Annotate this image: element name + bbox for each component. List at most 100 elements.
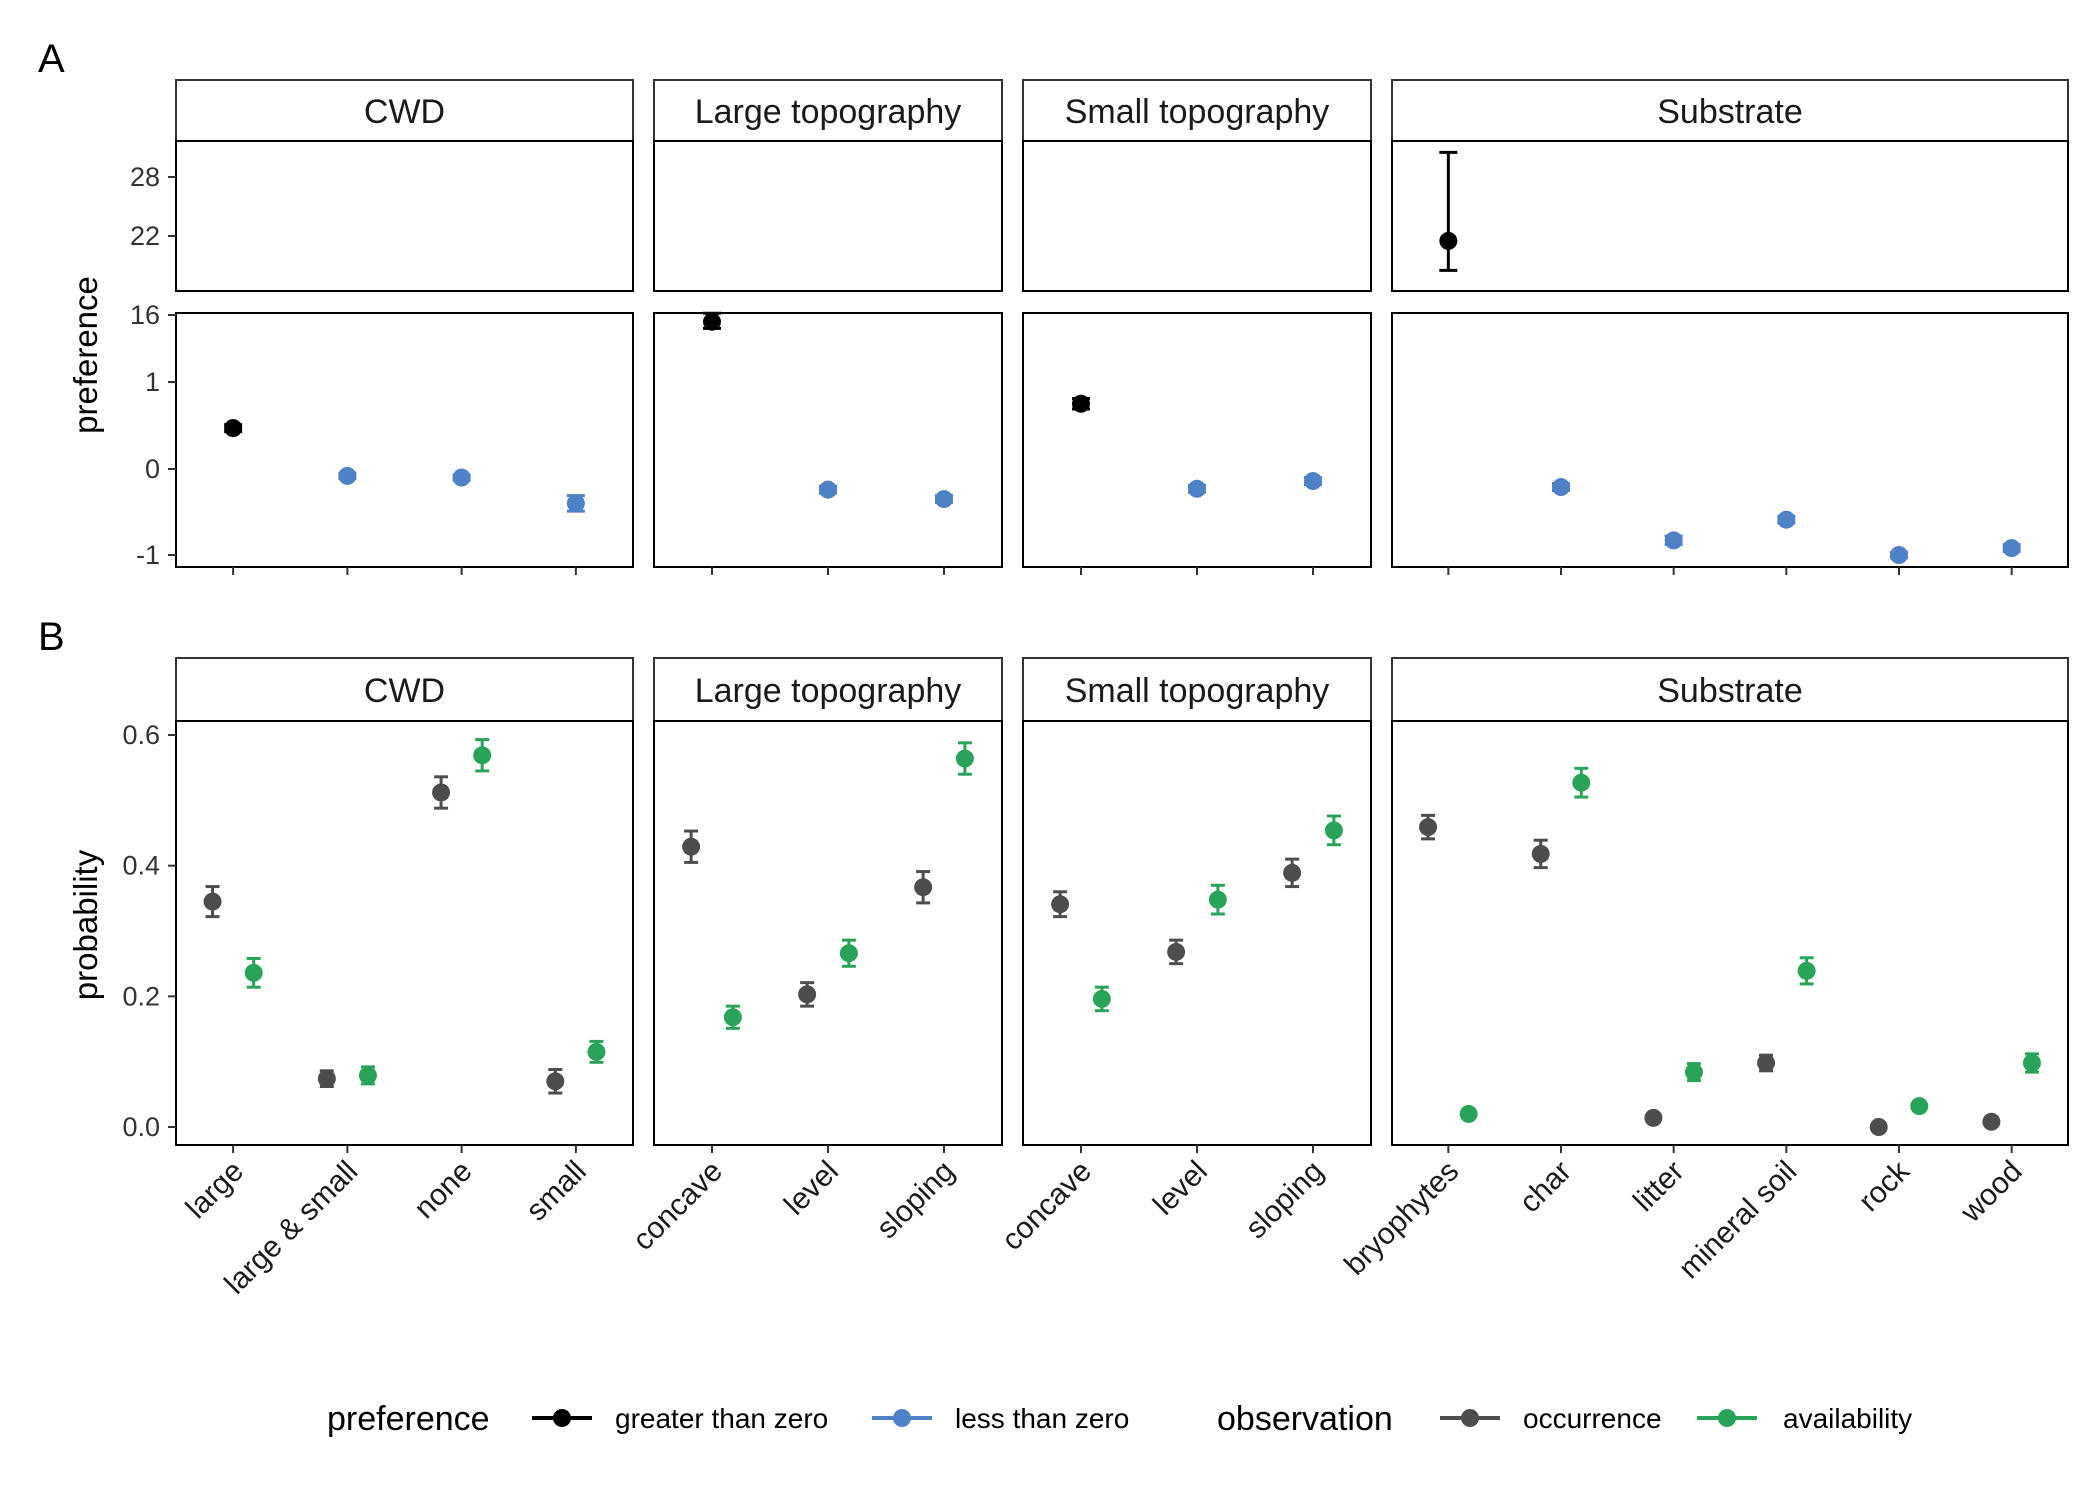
availability-point-substrate-char [1572, 766, 1591, 799]
point-marker [1051, 895, 1070, 914]
y-tick-label: 0.0 [122, 1112, 160, 1142]
panel-label-a: A [38, 37, 65, 81]
availability-point-large-topography-concave [723, 1004, 742, 1030]
panel-label-b: B [38, 615, 65, 659]
facet-strip [653, 79, 1003, 142]
occurrence-point-small-topography-level [1167, 938, 1186, 966]
point-marker [1644, 1108, 1663, 1127]
point-marker [1757, 1053, 1776, 1072]
facet-strip-label: Large topography [695, 93, 962, 131]
point-marker [1072, 394, 1090, 413]
availability-point-cwd-large [244, 956, 263, 989]
upper-subpanel-frame [175, 140, 634, 292]
point-marker [914, 878, 933, 897]
preference-point-cwd-large [224, 419, 243, 438]
facet-strip [1391, 79, 2069, 142]
availability-point-small-topography-sloping [1324, 814, 1343, 847]
facet-strip-label: Large topography [695, 672, 962, 710]
preference-point-substrate-mineral-soil [1777, 510, 1796, 529]
point-marker [224, 419, 243, 438]
preference-point-substrate-litter [1664, 531, 1683, 550]
y-tick-label: 22 [130, 221, 160, 251]
legend-label-less-than-zero: less than zero [955, 1403, 1129, 1434]
y-tick-label: 16 [130, 300, 160, 330]
point-marker [1092, 989, 1111, 1008]
point-marker [1188, 479, 1206, 498]
facet-strip [175, 657, 634, 722]
preference-point-cwd-none [452, 468, 471, 487]
occurrence-point-large-topography-concave [682, 829, 701, 864]
legend-title-preference: preference [327, 1400, 490, 1438]
occurrence-point-cwd-small [546, 1068, 565, 1095]
y-tick-label: 0.6 [122, 720, 160, 750]
occurrence-point-substrate-rock [1869, 1118, 1888, 1136]
y-axis-title-preference: preference [67, 276, 104, 434]
point-marker [1982, 1112, 2001, 1131]
availability-point-substrate-rock [1910, 1097, 1929, 1116]
availability-point-substrate-wood [2022, 1052, 2041, 1074]
point-marker [546, 1072, 565, 1091]
y-tick-label: 1 [145, 367, 160, 397]
availability-point-large-topography-level [839, 938, 858, 968]
point-marker [1208, 890, 1227, 909]
panel-b-y-axis: 0.0 0.2 0.4 0.6 [122, 720, 176, 1142]
preference-point-substrate-char [1552, 478, 1570, 497]
point-marker [317, 1069, 336, 1088]
occurrence-point-substrate-litter [1644, 1108, 1663, 1127]
occurrence-point-substrate-mineral-soil [1757, 1053, 1776, 1073]
y-tick-label: 0.2 [122, 981, 160, 1011]
point-marker [203, 892, 222, 911]
point-marker [1167, 942, 1186, 961]
availability-point-small-topography-level [1208, 883, 1227, 916]
point-marker [955, 749, 974, 768]
legend-key-less-than-zero [872, 1409, 932, 1427]
point-marker [703, 312, 721, 331]
facet-strip [1391, 657, 2069, 722]
point-marker [338, 466, 357, 485]
point-marker [723, 1008, 742, 1027]
point-marker [1552, 478, 1570, 497]
point-marker [587, 1042, 606, 1061]
legend-label-greater-than-zero: greater than zero [615, 1403, 828, 1434]
point-marker [1439, 231, 1458, 250]
point-marker [452, 468, 471, 487]
point-marker [358, 1066, 377, 1085]
point-marker [1572, 773, 1591, 792]
availability-point-substrate-bryophytes [1459, 1104, 1478, 1123]
facet-strip-label: CWD [364, 672, 445, 710]
facet-strip [175, 79, 634, 142]
occurrence-point-substrate-wood [1982, 1112, 2001, 1131]
point-marker [1890, 546, 1908, 564]
point-marker [798, 985, 817, 1004]
point-marker [432, 783, 451, 802]
panel-a-facet-substrate: Substrate [1391, 79, 2069, 575]
preference-point-substrate-bryophytes [1439, 150, 1458, 272]
point-marker [1304, 472, 1322, 491]
y-tick-label: 0.4 [122, 851, 160, 881]
point-marker [473, 746, 492, 765]
preference-point-cwd-large-and-small [338, 466, 357, 485]
upper-subpanel-frame [1022, 140, 1372, 292]
panel-a-y-axis: 22 28 -1 0 1 16 [130, 162, 176, 570]
upper-subpanel-frame [1391, 140, 2069, 292]
panel-a-preference: CWD Large topography Small topography Subst… [130, 79, 2069, 575]
point-marker [1869, 1118, 1888, 1136]
facet-panel-frame [175, 720, 634, 1146]
point-marker [2002, 539, 2021, 558]
facet-strip-label: Substrate [1657, 93, 1803, 131]
legend: preference greater than zero less than z… [327, 1400, 1912, 1438]
availability-point-cwd-small [587, 1039, 606, 1064]
point-marker [566, 494, 585, 513]
point-marker [1684, 1063, 1703, 1082]
preference-point-small-topography-sloping [1304, 472, 1322, 491]
availability-point-small-topography-concave [1092, 985, 1111, 1013]
facet-strip [653, 657, 1003, 722]
point-marker [1531, 844, 1550, 863]
legend-key-greater-than-zero [532, 1409, 592, 1427]
preference-point-small-topography-concave [1072, 394, 1090, 413]
lower-subpanel-frame [175, 312, 634, 568]
legend-key-availability [1697, 1409, 1757, 1427]
preference-point-small-topography-level [1188, 479, 1206, 498]
availability-point-substrate-mineral-soil [1797, 956, 1816, 986]
